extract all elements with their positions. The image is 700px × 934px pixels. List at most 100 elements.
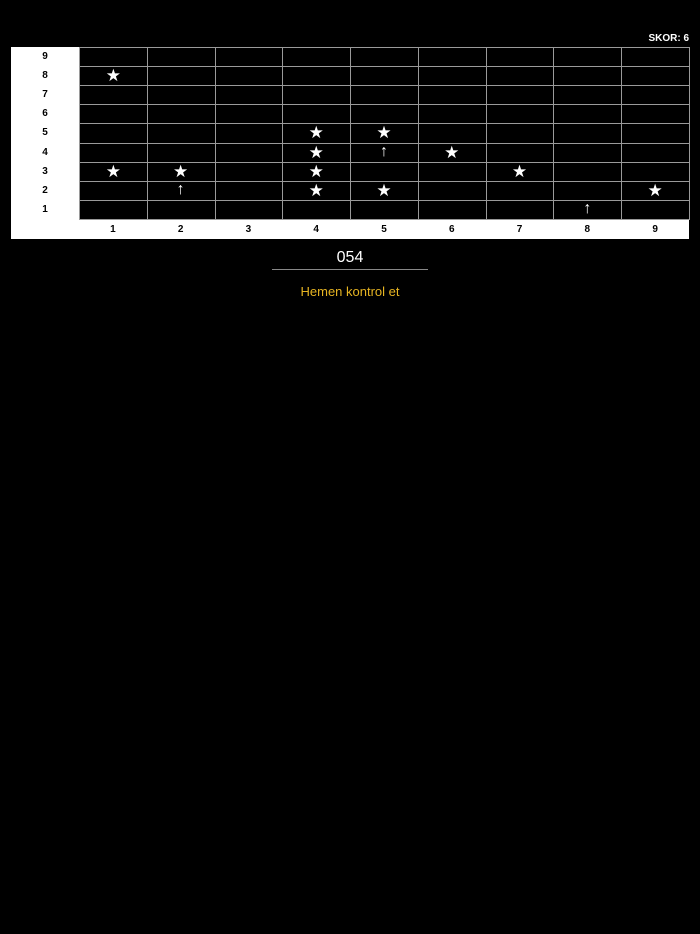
- arrow-up-icon: ↑: [176, 181, 185, 199]
- grid-cell[interactable]: [214, 47, 284, 68]
- grid-cell[interactable]: [282, 47, 352, 68]
- column-label: 1: [110, 224, 116, 235]
- grid-cell[interactable]: [417, 161, 487, 182]
- grid-cell[interactable]: [417, 47, 487, 68]
- grid-cell[interactable]: [79, 180, 148, 201]
- grid-cell[interactable]: [214, 180, 284, 201]
- grid-cell[interactable]: [282, 85, 352, 106]
- star-icon: ★: [105, 66, 121, 86]
- grid-cell[interactable]: [146, 47, 216, 68]
- grid-cell[interactable]: [79, 199, 148, 220]
- grid-cell[interactable]: [553, 161, 623, 182]
- grid-cell[interactable]: ★: [146, 161, 216, 182]
- grid-cell[interactable]: ★: [79, 161, 148, 182]
- grid-cell[interactable]: [282, 104, 352, 125]
- grid-cell[interactable]: [79, 123, 148, 144]
- grid-cell[interactable]: [485, 47, 555, 68]
- grid-cell[interactable]: [350, 199, 419, 220]
- check-now-button[interactable]: Hemen kontrol et: [300, 284, 400, 299]
- grid-cell[interactable]: [621, 123, 690, 144]
- grid-cell[interactable]: [553, 104, 623, 125]
- row-label: 5: [42, 127, 48, 139]
- grid-cell[interactable]: [350, 66, 419, 87]
- grid-cell[interactable]: [621, 47, 690, 68]
- grid-cell[interactable]: [485, 199, 555, 220]
- grid-cell[interactable]: [146, 123, 216, 144]
- grid-cell[interactable]: [214, 104, 284, 125]
- grid-cell[interactable]: [417, 66, 487, 87]
- grid-cell[interactable]: [621, 142, 690, 163]
- grid-cell[interactable]: [485, 142, 555, 163]
- grid-cell[interactable]: [214, 66, 284, 87]
- grid-cell[interactable]: [553, 85, 623, 106]
- grid-cell[interactable]: [146, 142, 216, 163]
- grid-cell[interactable]: [214, 199, 284, 220]
- star-icon: ★: [308, 123, 324, 143]
- grid-cell[interactable]: [553, 142, 623, 163]
- answer-input[interactable]: [272, 247, 428, 270]
- row-label: 1: [42, 203, 48, 215]
- star-icon: ★: [308, 180, 324, 200]
- grid-cell[interactable]: ★: [485, 161, 555, 182]
- grid-cell[interactable]: [485, 66, 555, 87]
- star-icon: ★: [647, 180, 663, 200]
- grid-cell[interactable]: [79, 104, 148, 125]
- grid-cell[interactable]: [146, 85, 216, 106]
- grid-cell[interactable]: [350, 161, 419, 182]
- grid-cell[interactable]: [553, 47, 623, 68]
- grid-cell[interactable]: ★: [621, 180, 690, 201]
- grid-cell[interactable]: [350, 104, 419, 125]
- star-icon: ★: [376, 123, 392, 143]
- grid-cell[interactable]: [79, 142, 148, 163]
- row-label: 4: [42, 146, 48, 158]
- grid-cell[interactable]: [282, 66, 352, 87]
- grid-cell[interactable]: [417, 180, 487, 201]
- grid-cell[interactable]: ↑: [553, 199, 623, 220]
- grid-cell[interactable]: [485, 123, 555, 144]
- grid-cell[interactable]: ★: [282, 180, 352, 201]
- grid-cell[interactable]: [553, 180, 623, 201]
- column-label: 9: [652, 224, 658, 235]
- grid-cell[interactable]: ★: [350, 180, 419, 201]
- grid-cell[interactable]: [79, 85, 148, 106]
- grid-cell[interactable]: [417, 85, 487, 106]
- grid-cell[interactable]: ↑: [350, 142, 419, 163]
- grid-cell[interactable]: [214, 161, 284, 182]
- grid-cell[interactable]: [417, 104, 487, 125]
- grid-cell[interactable]: ★: [282, 123, 352, 144]
- grid-cell[interactable]: [621, 104, 690, 125]
- column-label: 8: [584, 224, 591, 235]
- grid-cell[interactable]: [214, 85, 284, 106]
- grid-cell[interactable]: [282, 199, 352, 220]
- grid-cell[interactable]: [621, 85, 690, 106]
- grid-cell[interactable]: [214, 142, 284, 163]
- column-label: 4: [313, 224, 319, 235]
- grid-cell[interactable]: [485, 104, 555, 125]
- row-label: 8: [42, 70, 48, 82]
- grid-cell[interactable]: [621, 161, 690, 182]
- grid-cell[interactable]: [621, 199, 690, 220]
- row-label: 2: [42, 184, 48, 196]
- grid-cell[interactable]: ★: [350, 123, 419, 144]
- grid-cell[interactable]: ★: [79, 66, 148, 87]
- grid-cell[interactable]: [350, 47, 419, 68]
- grid-cell[interactable]: [485, 85, 555, 106]
- grid-cell[interactable]: ★: [282, 161, 352, 182]
- grid-cell[interactable]: [146, 104, 216, 125]
- row-label: 6: [42, 108, 48, 120]
- star-icon: ★: [511, 161, 528, 181]
- grid-cell[interactable]: ↑: [146, 180, 216, 201]
- grid-cell[interactable]: [485, 180, 555, 201]
- grid-cell[interactable]: [417, 199, 487, 220]
- grid-cell[interactable]: [214, 123, 284, 144]
- grid-cell[interactable]: ★: [282, 142, 352, 163]
- grid-cell[interactable]: [621, 66, 690, 87]
- grid-cell[interactable]: [350, 85, 419, 106]
- grid-cell[interactable]: [417, 123, 487, 144]
- grid-cell[interactable]: [146, 66, 216, 87]
- grid-cell[interactable]: [553, 123, 623, 144]
- grid-cell[interactable]: [146, 199, 216, 220]
- grid-cell[interactable]: ★: [417, 142, 487, 163]
- grid-cell[interactable]: [79, 47, 148, 68]
- grid-cell[interactable]: [553, 66, 623, 87]
